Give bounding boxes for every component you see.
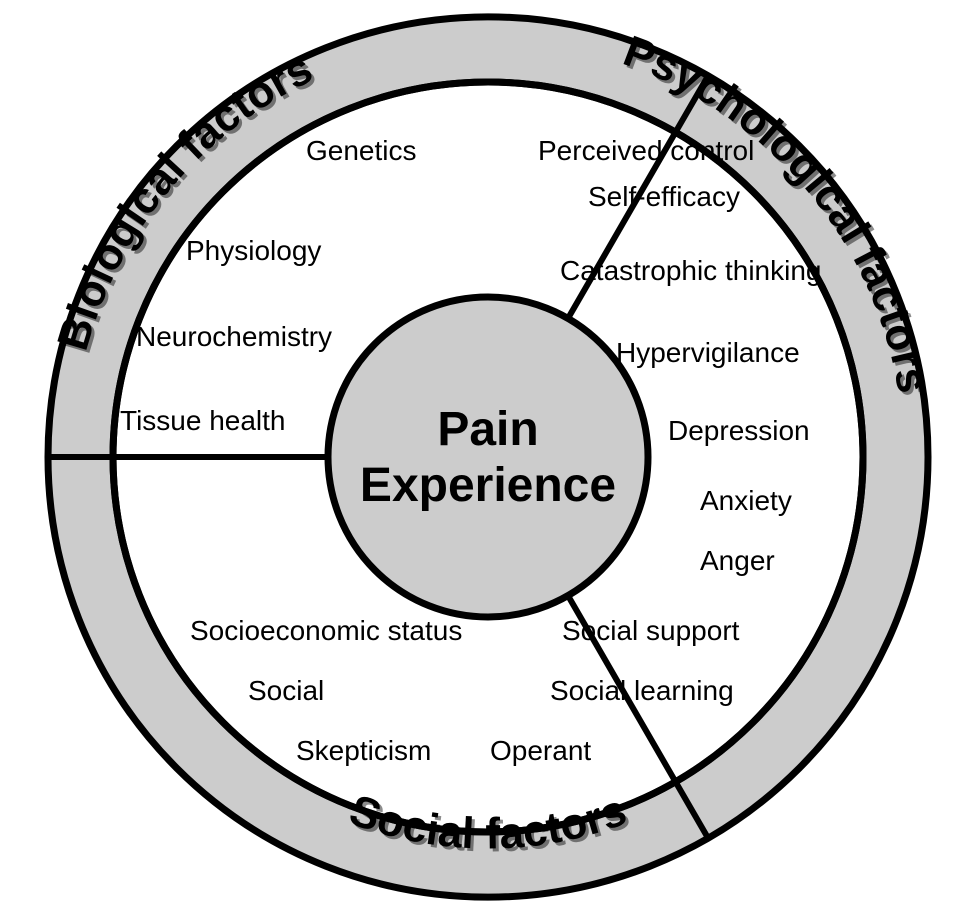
center-core bbox=[328, 297, 648, 617]
social-item: Skepticism bbox=[296, 735, 431, 766]
center-title-line2: Experience bbox=[360, 459, 616, 512]
center-title-line1: Pain bbox=[437, 403, 538, 456]
psychological-item: Perceived control bbox=[538, 135, 754, 166]
psychological-item: Depression bbox=[668, 415, 810, 446]
social-item: Social bbox=[248, 675, 324, 706]
social-item: Operant bbox=[490, 735, 591, 766]
psychological-item: Self-efficacy bbox=[588, 181, 740, 212]
biological-item: Physiology bbox=[186, 235, 321, 266]
psychological-item: Anger bbox=[700, 545, 775, 576]
biological-item: Tissue health bbox=[120, 405, 286, 436]
biological-item: Neurochemistry bbox=[136, 321, 332, 352]
psychological-item: Catastrophic thinking bbox=[560, 255, 821, 286]
psychological-item: Anxiety bbox=[700, 485, 792, 516]
social-item: Socioeconomic status bbox=[190, 615, 462, 646]
social-item: Social learning bbox=[550, 675, 734, 706]
biological-item: Genetics bbox=[306, 135, 417, 166]
social-item: Social support bbox=[562, 615, 740, 646]
biopsychosocial-diagram: Pain Experience Biological factors Biolo… bbox=[0, 0, 976, 914]
psychological-item: Hypervigilance bbox=[616, 337, 800, 368]
